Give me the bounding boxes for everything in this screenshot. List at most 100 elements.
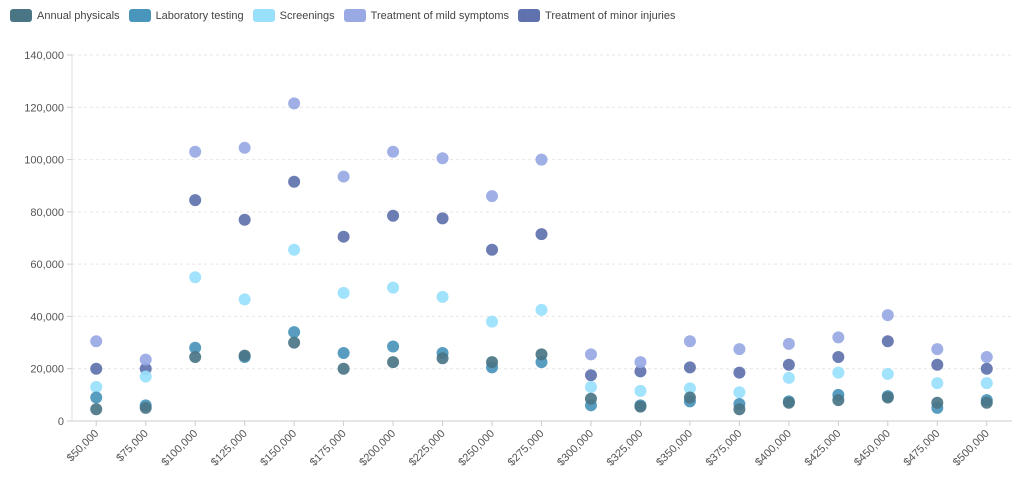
x-tick-label: $250,000 xyxy=(456,428,497,469)
data-point xyxy=(436,212,449,225)
data-point xyxy=(189,271,202,284)
legend-item[interactable]: Treatment of mild symptoms xyxy=(343,9,509,22)
data-point xyxy=(90,403,103,416)
legend-item[interactable]: Laboratory testing xyxy=(128,9,244,22)
data-point xyxy=(931,343,944,356)
data-point xyxy=(980,377,993,390)
data-point xyxy=(584,392,597,405)
data-point xyxy=(584,381,597,394)
data-point xyxy=(486,356,499,369)
legend-swatch xyxy=(10,9,32,22)
x-tick-label: $400,000 xyxy=(753,428,794,469)
x-tick-label: $375,000 xyxy=(704,428,745,469)
data-point xyxy=(832,350,845,363)
data-point xyxy=(337,347,350,360)
data-point xyxy=(387,356,400,369)
data-point xyxy=(634,400,647,413)
data-point xyxy=(337,286,350,299)
x-tick-label: $475,000 xyxy=(901,428,942,469)
data-point xyxy=(189,194,202,207)
data-point xyxy=(683,382,696,395)
legend-label: Annual physicals xyxy=(37,9,120,22)
data-point xyxy=(436,290,449,303)
x-tick-label: $200,000 xyxy=(357,428,398,469)
data-point xyxy=(387,340,400,353)
x-tick-label: $50,000 xyxy=(65,428,102,465)
data-point xyxy=(832,331,845,344)
data-point xyxy=(387,145,400,158)
data-point xyxy=(189,350,202,363)
legend-item[interactable]: Screenings xyxy=(252,9,335,22)
data-point xyxy=(881,367,894,380)
data-point xyxy=(288,243,301,256)
data-point xyxy=(337,362,350,375)
x-tick-label: $350,000 xyxy=(654,428,695,469)
legend-swatch xyxy=(252,9,275,22)
data-point xyxy=(782,396,795,409)
y-tick-label: 100,000 xyxy=(24,155,64,167)
data-point xyxy=(733,366,746,379)
y-tick-label: 80,000 xyxy=(30,207,64,219)
data-point xyxy=(881,335,894,348)
data-point xyxy=(486,243,499,256)
data-point xyxy=(584,348,597,361)
data-point xyxy=(931,377,944,390)
data-point xyxy=(238,349,251,362)
data-point xyxy=(535,348,548,361)
data-point xyxy=(683,335,696,348)
data-point xyxy=(288,326,301,339)
data-point xyxy=(832,394,845,407)
data-point xyxy=(90,362,103,375)
data-point xyxy=(486,315,499,328)
data-point xyxy=(486,190,499,203)
data-point xyxy=(238,213,251,226)
data-point xyxy=(733,343,746,356)
data-point xyxy=(980,362,993,375)
data-point xyxy=(337,170,350,183)
data-point xyxy=(832,366,845,379)
data-point xyxy=(139,353,152,366)
x-tick-label: $300,000 xyxy=(555,428,596,469)
data-point xyxy=(980,350,993,363)
legend-item[interactable]: Treatment of minor injuries xyxy=(518,9,675,22)
data-point xyxy=(931,358,944,371)
data-point xyxy=(337,230,350,243)
data-point xyxy=(584,369,597,382)
x-tick-label: $425,000 xyxy=(803,428,844,469)
y-tick-label: 120,000 xyxy=(24,102,64,114)
y-tick-label: 0 xyxy=(58,416,64,428)
y-tick-label: 140,000 xyxy=(24,50,64,62)
data-point xyxy=(288,97,301,110)
data-point xyxy=(288,336,301,349)
data-point xyxy=(90,381,103,394)
data-point xyxy=(238,293,251,306)
x-tick-label: $225,000 xyxy=(407,428,448,469)
data-point xyxy=(634,365,647,378)
data-point xyxy=(881,309,894,322)
legend-swatch xyxy=(518,9,541,22)
data-point xyxy=(733,386,746,399)
legend-swatch xyxy=(128,9,151,22)
legend-label: Screenings xyxy=(279,9,335,22)
x-tick-label: $150,000 xyxy=(258,428,299,469)
legend-item[interactable]: Annual physicals xyxy=(10,9,120,22)
data-point xyxy=(436,152,449,165)
data-point xyxy=(782,337,795,350)
data-point xyxy=(139,401,152,414)
data-point xyxy=(436,352,449,365)
data-point xyxy=(881,391,894,404)
legend-label: Laboratory testing xyxy=(155,9,244,22)
data-point xyxy=(189,145,202,158)
legend-swatch xyxy=(343,9,366,22)
data-point xyxy=(683,361,696,374)
y-tick-label: 40,000 xyxy=(30,311,64,323)
data-point xyxy=(782,358,795,371)
legend: Annual physicals Laboratory testing Screen… xyxy=(10,9,675,22)
x-tick-label: $175,000 xyxy=(308,428,349,469)
x-tick-label: $450,000 xyxy=(852,428,893,469)
data-point xyxy=(980,396,993,409)
data-point xyxy=(238,141,251,154)
y-tick-label: 20,000 xyxy=(30,364,64,376)
data-point xyxy=(931,396,944,409)
